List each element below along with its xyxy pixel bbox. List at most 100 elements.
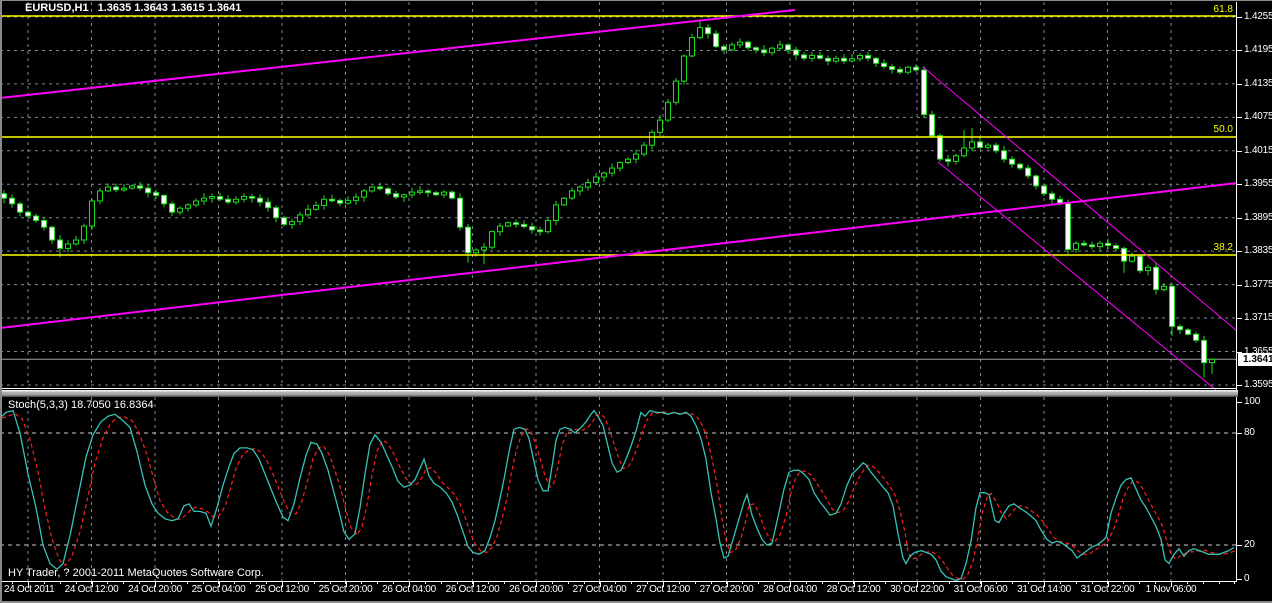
candle-body-bear bbox=[385, 188, 391, 195]
candle-body-bull bbox=[857, 55, 863, 60]
candlestick bbox=[137, 181, 143, 191]
time-axis-tick bbox=[917, 582, 918, 587]
main-chart-canvas[interactable] bbox=[0, 0, 1237, 390]
time-axis-tick bbox=[472, 582, 474, 587]
candlestick bbox=[857, 53, 863, 62]
candle-body-bear bbox=[801, 54, 807, 59]
candle-body-bear bbox=[1137, 255, 1143, 272]
time-axis-tick bbox=[218, 582, 220, 587]
indicator-label: Stoch(5,3,3) 18.7050 16.8364 bbox=[8, 399, 154, 411]
candle-body-bear bbox=[1065, 202, 1071, 250]
time-axis-minor-tick bbox=[12, 582, 13, 584]
time-axis-minor-tick bbox=[933, 582, 934, 584]
time-axis-minor-tick bbox=[584, 582, 585, 584]
time-axis-minor-tick bbox=[790, 582, 791, 584]
candle-body-bear bbox=[57, 239, 63, 249]
candlestick bbox=[161, 194, 167, 208]
candlestick bbox=[129, 184, 135, 190]
time-axis-minor-tick bbox=[552, 582, 553, 584]
candle-body-bull bbox=[481, 246, 487, 251]
candlestick bbox=[673, 77, 679, 105]
time-axis[interactable] bbox=[0, 582, 1272, 603]
candlestick bbox=[985, 142, 991, 150]
channel-lower-line bbox=[937, 161, 1217, 390]
stoch-axis-label: 0 bbox=[1244, 573, 1250, 584]
time-axis-label: 24 Oct 12:00 bbox=[64, 584, 119, 595]
candlestick bbox=[585, 178, 591, 191]
candlestick bbox=[993, 142, 999, 154]
time-axis-minor-tick bbox=[250, 582, 251, 584]
candlestick bbox=[785, 43, 791, 54]
time-axis-tick bbox=[853, 582, 855, 587]
candlestick bbox=[1169, 283, 1175, 336]
candle-body-bull bbox=[353, 196, 359, 201]
candle-body-bull bbox=[569, 190, 575, 199]
candlestick bbox=[441, 189, 447, 198]
stoch-pane-canvas[interactable] bbox=[0, 397, 1237, 583]
candlestick bbox=[697, 19, 703, 40]
candle-body-bull bbox=[401, 194, 407, 198]
candle-body-bear bbox=[225, 198, 231, 203]
time-axis-minor-tick bbox=[1060, 582, 1061, 584]
chart-title: EURUSD,H1 1.3635 1.3643 1.3615 1.3641 bbox=[25, 2, 241, 14]
time-axis-minor-tick bbox=[1107, 582, 1108, 584]
candlestick bbox=[1049, 191, 1055, 204]
price-axis[interactable] bbox=[1238, 0, 1272, 582]
candle-body-bull bbox=[369, 186, 375, 192]
candle-body-bull bbox=[601, 172, 607, 178]
time-axis-minor-tick bbox=[266, 582, 267, 584]
time-axis-minor-tick bbox=[980, 582, 981, 584]
candle-body-bull bbox=[89, 200, 95, 227]
time-axis-minor-tick bbox=[1092, 582, 1093, 584]
candle-body-bear bbox=[929, 114, 935, 137]
time-axis-tick bbox=[980, 582, 982, 587]
time-axis-tick bbox=[1171, 582, 1172, 587]
candlestick bbox=[457, 193, 463, 231]
candle-body-bull bbox=[985, 144, 991, 148]
candle-body-bear bbox=[537, 229, 543, 233]
candlestick bbox=[65, 240, 71, 253]
candle-body-bull bbox=[657, 119, 663, 133]
candle-body-bull bbox=[953, 155, 959, 162]
time-axis-minor-tick bbox=[838, 582, 839, 584]
candle-body-bear bbox=[281, 217, 287, 225]
time-axis-minor-tick bbox=[901, 582, 902, 584]
candlestick bbox=[513, 219, 519, 228]
price-axis-tick bbox=[1237, 351, 1242, 353]
candlestick bbox=[873, 56, 879, 67]
time-axis-label: 1 Nov 06:00 bbox=[1145, 584, 1197, 595]
candlestick bbox=[25, 210, 31, 219]
candlestick bbox=[1153, 263, 1159, 295]
candle-body-bull bbox=[201, 197, 207, 202]
time-axis-minor-tick bbox=[663, 582, 664, 584]
candlestick bbox=[217, 192, 223, 202]
time-axis-label: 25 Oct 20:00 bbox=[318, 584, 373, 595]
candlestick bbox=[121, 184, 127, 192]
rising-support-line bbox=[0, 182, 1237, 329]
candle-body-bear bbox=[977, 141, 983, 148]
candlestick bbox=[649, 129, 655, 150]
price-axis-tick bbox=[1237, 251, 1242, 253]
candle-body-bull bbox=[769, 47, 775, 54]
candlestick bbox=[89, 198, 95, 230]
time-axis-minor-tick bbox=[758, 582, 759, 584]
candle-body-bear bbox=[865, 55, 871, 59]
candlestick bbox=[1137, 254, 1143, 274]
candlestick bbox=[185, 203, 191, 212]
candle-body-bull bbox=[833, 57, 839, 62]
candle-body-bear bbox=[25, 211, 31, 217]
candlestick bbox=[41, 216, 47, 231]
candle-body-bear bbox=[1089, 244, 1095, 248]
candlestick bbox=[345, 196, 351, 205]
candle-body-bear bbox=[1017, 163, 1023, 169]
price-axis-tick bbox=[1237, 83, 1242, 85]
pane-separator[interactable] bbox=[0, 390, 1272, 397]
candle-body-bull bbox=[641, 144, 647, 155]
time-axis-minor-tick bbox=[60, 582, 61, 584]
candlestick bbox=[33, 213, 39, 223]
candle-body-bull bbox=[313, 204, 319, 210]
time-axis-label: 31 Oct 22:00 bbox=[1080, 584, 1135, 595]
candlestick bbox=[705, 24, 711, 39]
candle-body-bull bbox=[697, 27, 703, 39]
candle-body-bull bbox=[1161, 285, 1167, 291]
